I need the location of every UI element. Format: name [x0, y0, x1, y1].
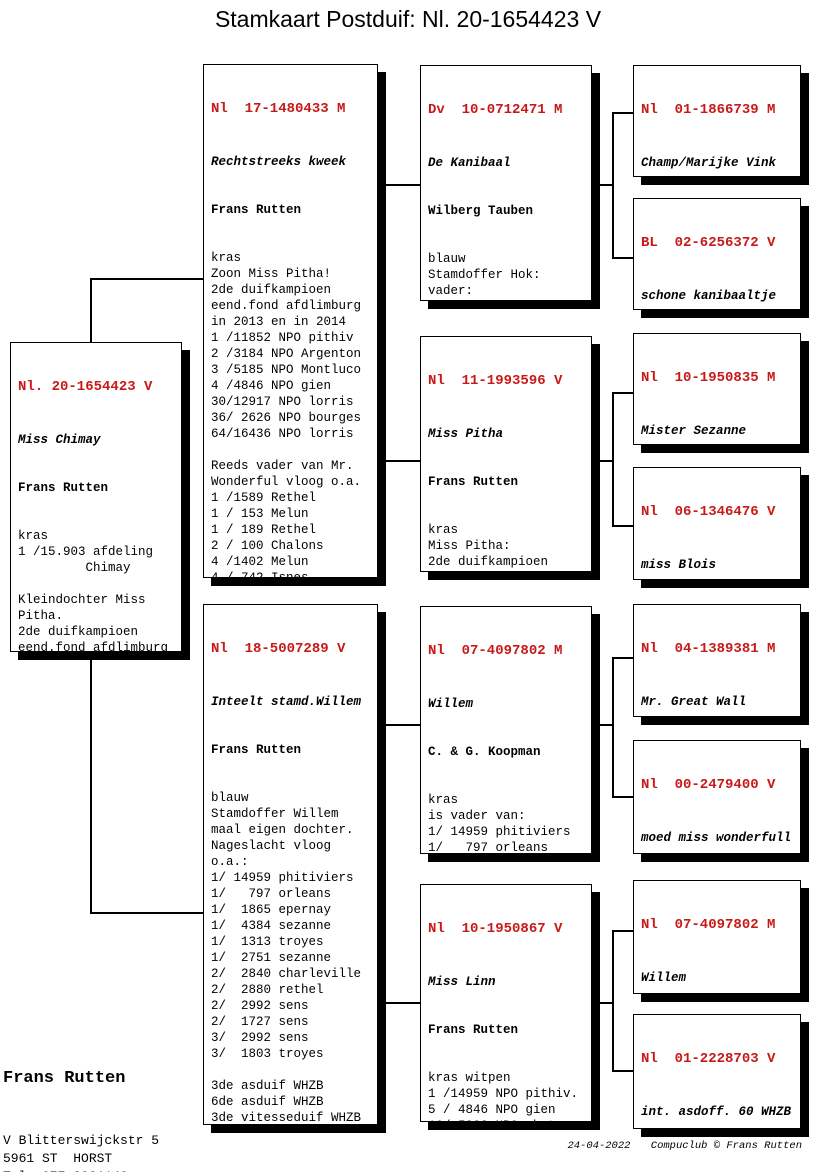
footer-credit: Compuclub © Frans Rutten: [650, 1140, 802, 1152]
ring-number: Dv 10-0712471 M: [428, 102, 563, 118]
pigeon-details: kras is vader van: 1/ 14959 phitiviers 1…: [428, 793, 571, 854]
fancier-name: Frans Rutten: [211, 203, 302, 217]
connector-line: [612, 112, 614, 259]
pedigree-box-greatgrandparent-1: Nl 01-1866739 M Champ/Marijke Vink koopm…: [633, 65, 801, 177]
ring-number: Nl 17-1480433 M: [211, 101, 346, 117]
pigeon-details: kras witpen 1 /14959 NPO pithiv. 5 / 484…: [428, 1071, 579, 1121]
pigeon-details: kras Zoon Miss Pitha! 2de duifkampioen e…: [211, 251, 362, 578]
pedigree-box-father: Nl 17-1480433 M Rechtstreeks kweek Frans…: [203, 64, 378, 578]
connector-line: [612, 257, 633, 259]
connector-line: [612, 657, 633, 659]
pigeon-name: Champ/Marijke Vink: [641, 156, 777, 170]
owner-block: Frans Rutten V Blitterswijckstr 5 5961 S…: [3, 1032, 159, 1172]
owner-name: Frans Rutten: [3, 1069, 126, 1088]
pedigree-box-greatgrandparent-7: Nl 07-4097802 M Willem C. & G. Koopman k…: [633, 880, 801, 994]
ring-number: Nl 01-2228703 V: [641, 1051, 776, 1067]
pigeon-details: blauw Stamdoffer Willem maal eigen docht…: [211, 791, 362, 1125]
ring-number: Nl 07-4097802 M: [428, 643, 563, 659]
connector-line: [612, 525, 633, 527]
pigeon-name: De Kanibaal: [428, 156, 511, 170]
fancier-name: Frans Rutten: [428, 475, 519, 489]
connector-line: [592, 724, 614, 726]
ring-number: Nl 10-1950867 V: [428, 921, 563, 937]
page-title: Stamkaart Postduif: Nl. 20-1654423 V: [214, 6, 602, 32]
connector-line: [612, 392, 633, 394]
fancier-name: Frans Rutten: [211, 743, 302, 757]
connector-line: [90, 652, 92, 914]
connector-line: [378, 184, 420, 186]
pigeon-name: Mister Sezanne: [641, 424, 747, 438]
connector-line: [612, 930, 614, 1072]
ring-number: BL 02-6256372 V: [641, 235, 776, 251]
pigeon-details: kras 1 /15.903 afdeling Chimay Kleindoch…: [18, 529, 169, 652]
pedigree-box-greatgrandparent-4: Nl 06-1346476 V miss Blois Frans Rutten …: [633, 467, 801, 580]
pedigree-box-greatgrandparent-5: Nl 04-1389381 M Mr. Great Wall C. & G. K…: [633, 604, 801, 717]
pedigree-box-greatgrandparent-6: Nl 00-2479400 V moed miss wonderfull C. …: [633, 740, 801, 854]
ring-number: Nl 10-1950835 M: [641, 370, 776, 386]
connector-line: [378, 1002, 420, 1004]
pedigree-box-grandmother-maternal: Nl 10-1950867 V Miss Linn Frans Rutten k…: [420, 884, 592, 1122]
fancier-name: Wilberg Tauben: [428, 204, 534, 218]
pedigree-box-greatgrandparent-2: BL 02-6256372 V schone kanibaaltje van d…: [633, 198, 801, 310]
pedigree-box-grandfather-maternal: Nl 07-4097802 M Willem C. & G. Koopman k…: [420, 606, 592, 854]
pigeon-name: Willem: [641, 971, 687, 985]
connector-line: [378, 460, 420, 462]
connector-line: [592, 1002, 614, 1004]
fancier-name: C. & G. Koopman: [428, 745, 541, 759]
pedigree-box-grandfather-paternal: Dv 10-0712471 M De Kanibaal Wilberg Taub…: [420, 65, 592, 301]
connector-line: [612, 657, 614, 798]
pedigree-box-mother: Nl 18-5007289 V Inteelt stamd.Willem Fra…: [203, 604, 378, 1125]
fancier-name: Frans Rutten: [428, 1023, 519, 1037]
pigeon-name: int. asdoff. 60 WHZB: [641, 1105, 792, 1119]
connector-line: [612, 930, 633, 932]
connector-line: [612, 112, 633, 114]
connector-line: [612, 1070, 633, 1072]
pigeon-name: Rechtstreeks kweek: [211, 155, 347, 169]
connector-line: [592, 184, 614, 186]
pigeon-name: Willem: [428, 697, 474, 711]
connector-line: [612, 392, 614, 527]
footer: 24-04-2022 Compuclub © Frans Rutten: [553, 1140, 802, 1152]
connector-line: [612, 796, 633, 798]
connector-line: [90, 278, 92, 344]
connector-line: [90, 278, 203, 280]
pigeon-name: miss Blois: [641, 558, 717, 572]
ring-number: Nl 11-1993596 V: [428, 373, 563, 389]
connector-line: [90, 912, 203, 914]
ring-number: Nl 18-5007289 V: [211, 641, 346, 657]
ring-number: Nl. 20-1654423 V: [18, 379, 153, 395]
pedigree-box-subject: Nl. 20-1654423 V Miss Chimay Frans Rutte…: [10, 342, 182, 652]
connector-line: [592, 460, 614, 462]
ring-number: Nl 00-2479400 V: [641, 777, 776, 793]
pigeon-name: Miss Pitha: [428, 427, 504, 441]
ring-number: Nl 06-1346476 V: [641, 504, 776, 520]
pigeon-name: Miss Chimay: [18, 433, 101, 447]
pedigree-box-greatgrandparent-3: Nl 10-1950835 M Mister Sezanne Frans Rut…: [633, 333, 801, 445]
pigeon-details: blauw Stamdoffer Hok: vader: 1e asduif k…: [428, 252, 541, 298]
connector-line: [378, 724, 420, 726]
ring-number: Nl 01-1866739 M: [641, 102, 776, 118]
fancier-name: Frans Rutten: [18, 481, 109, 495]
pigeon-name: Mr. Great Wall: [641, 695, 747, 709]
ring-number: Nl 07-4097802 M: [641, 917, 776, 933]
pigeon-name: moed miss wonderfull: [641, 831, 792, 845]
pigeon-name: schone kanibaaltje: [641, 289, 777, 303]
pigeon-name: Miss Linn: [428, 975, 496, 989]
pedigree-box-grandmother-paternal: Nl 11-1993596 V Miss Pitha Frans Rutten …: [420, 336, 592, 572]
footer-date: 24-04-2022: [567, 1140, 631, 1152]
owner-address: V Blitterswijckstr 5 5961 ST HORST Tel.:…: [3, 1133, 160, 1172]
pigeon-name: Inteelt stamd.Willem: [211, 695, 362, 709]
pigeon-details: kras Miss Pitha: 2de duifkampioen eend.f…: [428, 523, 549, 569]
pedigree-box-greatgrandparent-8: Nl 01-2228703 V int. asdoff. 60 WHZB Fra…: [633, 1014, 801, 1129]
ring-number: Nl 04-1389381 M: [641, 641, 776, 657]
